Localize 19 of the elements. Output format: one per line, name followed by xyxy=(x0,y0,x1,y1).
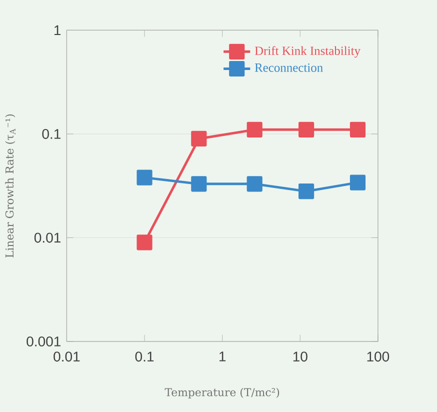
x-tick-label: 10 xyxy=(293,351,308,362)
x-tick-label: 100 xyxy=(367,351,390,362)
point xyxy=(298,183,314,199)
y-axis-title: Linear Growth Rate (τ$_{A}$⁻¹) xyxy=(5,114,16,258)
point xyxy=(136,234,152,250)
point xyxy=(298,122,314,138)
y-tick-label: 0.01 xyxy=(34,232,61,242)
x-tick-label: 1 xyxy=(220,351,226,362)
legend-label: Reconnection xyxy=(254,63,323,72)
point xyxy=(136,170,152,186)
legend-label: Drift Kink Instability xyxy=(254,46,360,58)
x-tick-label: 0.1 xyxy=(135,351,154,362)
x-axis-title: Temperature (T/mc²) xyxy=(164,388,280,398)
y-tick-label: 0.1 xyxy=(42,128,61,139)
x-tick-label: 0.01 xyxy=(54,351,80,362)
y-tick-label: 1 xyxy=(54,25,61,35)
point xyxy=(191,176,207,192)
y-tick-label: 0.001 xyxy=(26,336,61,346)
point xyxy=(191,130,207,146)
